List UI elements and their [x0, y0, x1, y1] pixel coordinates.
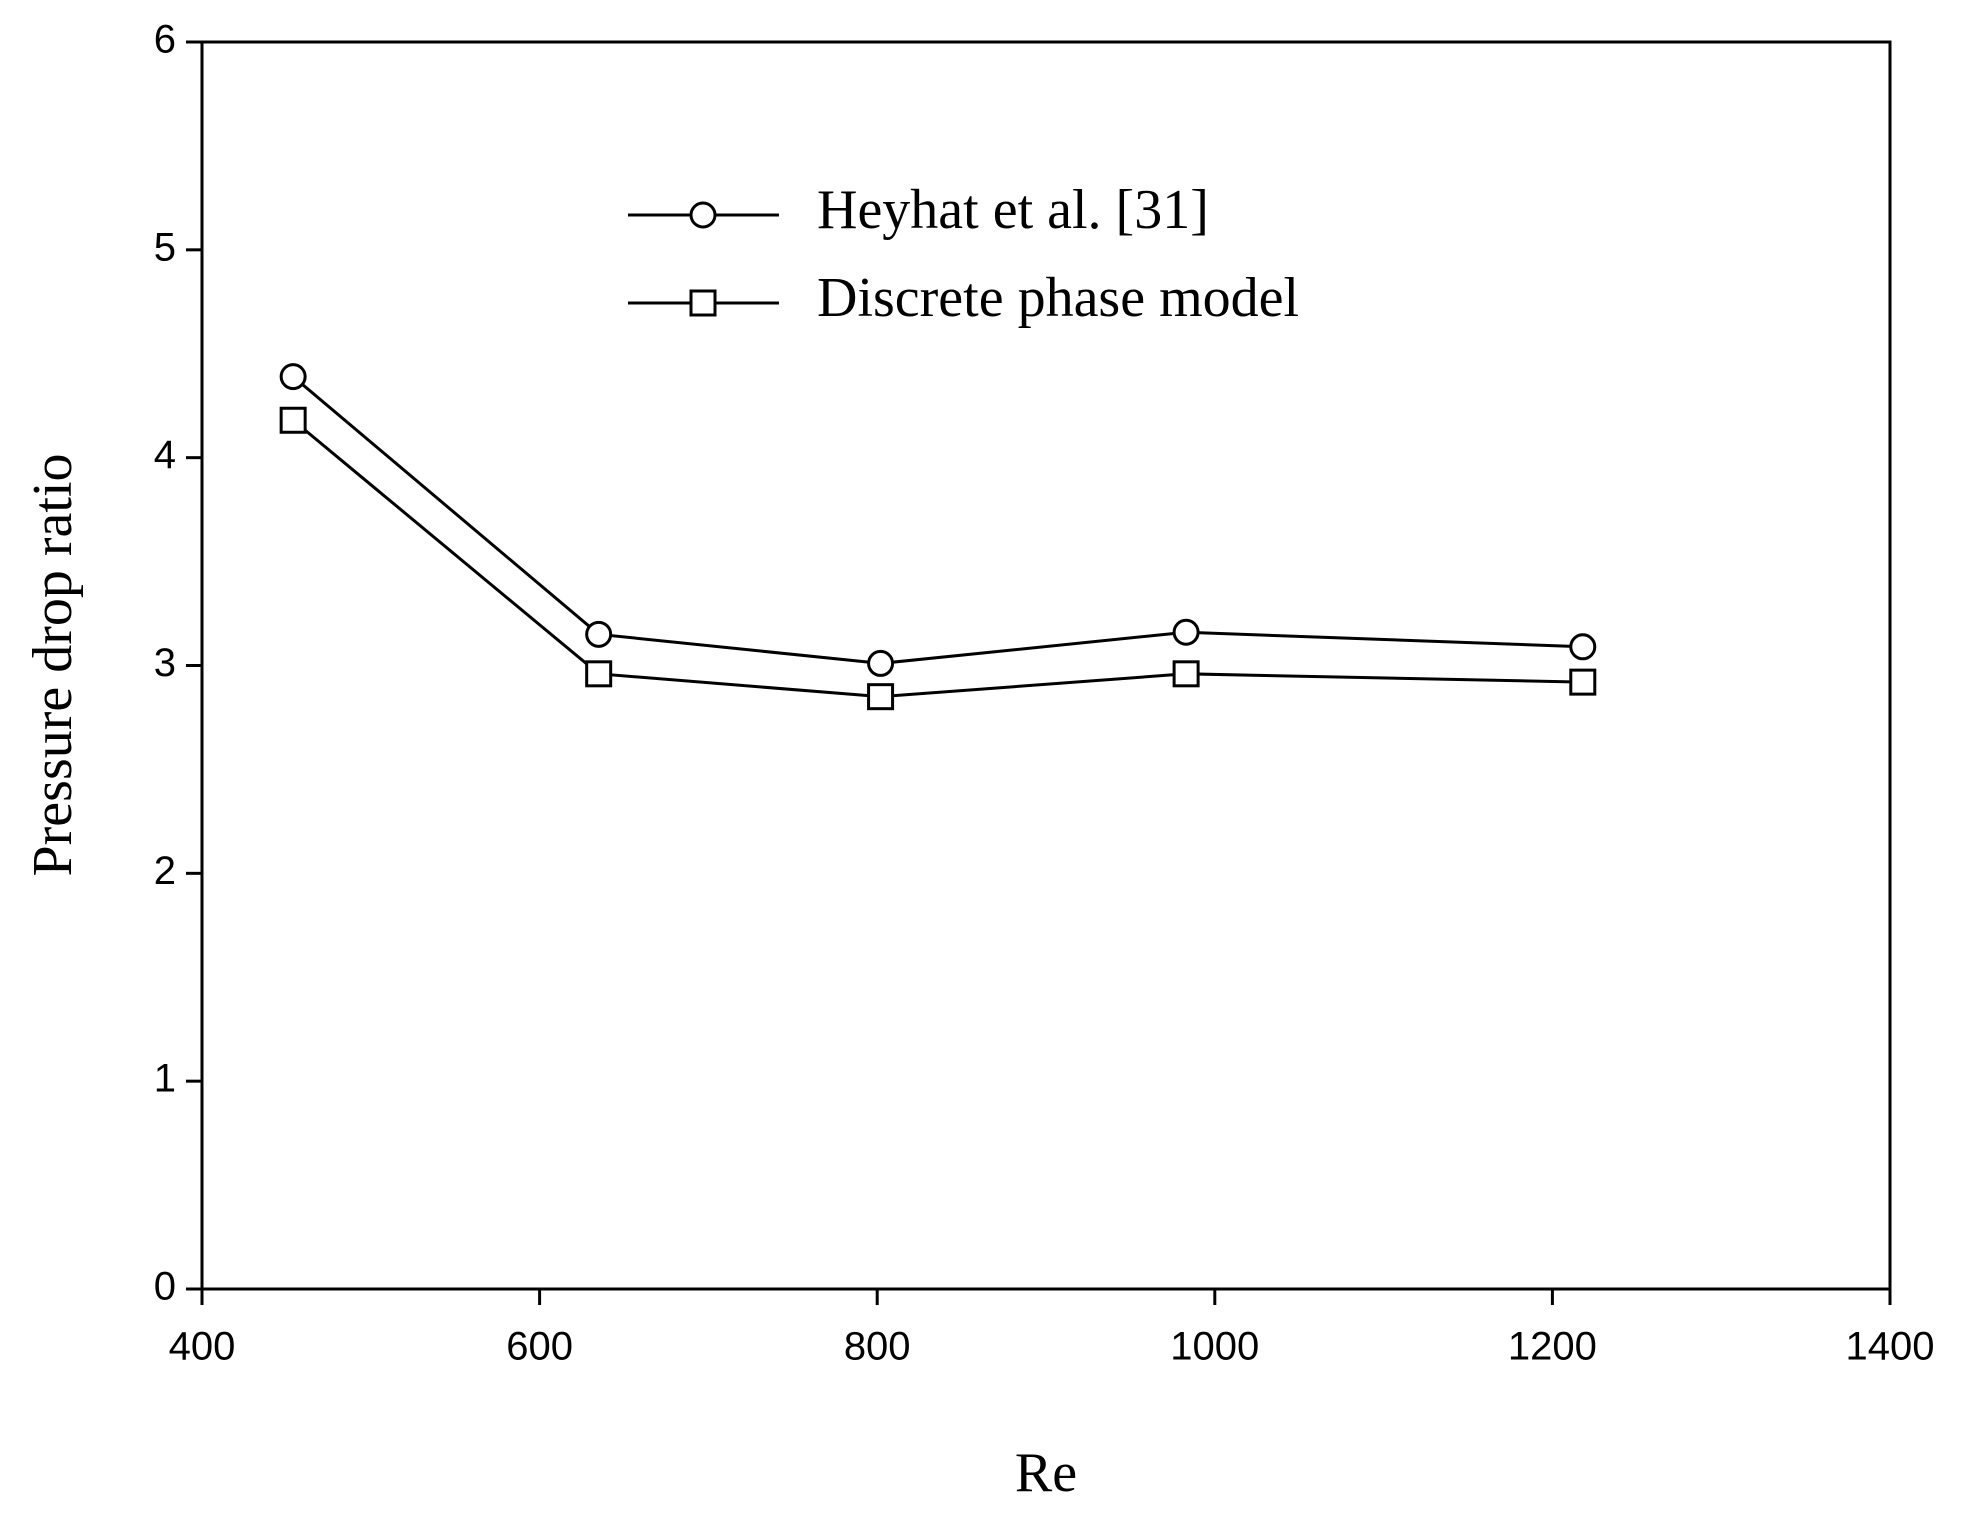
data-point [585, 660, 613, 688]
legend-label: Discrete phase model [817, 267, 1299, 329]
y-tick-label: 2 [154, 849, 176, 893]
x-tick-label: 1200 [1508, 1325, 1597, 1369]
x-axis-title: Re [1015, 1442, 1077, 1504]
data-point [867, 649, 895, 677]
series-line [292, 375, 1583, 665]
legend-marker [689, 201, 717, 229]
x-tick-label: 600 [506, 1325, 573, 1369]
x-tick-label: 800 [844, 1325, 911, 1369]
legend-label: Heyhat et al. [31] [817, 179, 1209, 241]
data-point [585, 620, 613, 648]
y-tick-label: 1 [154, 1057, 176, 1101]
x-tick-label: 1000 [1170, 1325, 1259, 1369]
series-line [292, 419, 1583, 699]
x-tick-label: 400 [169, 1325, 236, 1369]
legend-marker [689, 289, 717, 317]
y-tick-label: 5 [154, 225, 176, 269]
y-tick-label: 0 [154, 1265, 176, 1309]
data-point [1172, 660, 1200, 688]
data-point [1172, 618, 1200, 646]
data-point [867, 683, 895, 711]
y-tick-label: 4 [154, 433, 176, 477]
data-point [1569, 668, 1597, 696]
y-axis-title: Pressure drop ratio [22, 453, 84, 876]
data-point [279, 406, 307, 434]
data-point [279, 363, 307, 391]
data-point [1569, 633, 1597, 661]
x-tick-label: 1400 [1846, 1325, 1935, 1369]
y-tick-label: 6 [154, 18, 176, 62]
y-tick-label: 3 [154, 641, 176, 685]
